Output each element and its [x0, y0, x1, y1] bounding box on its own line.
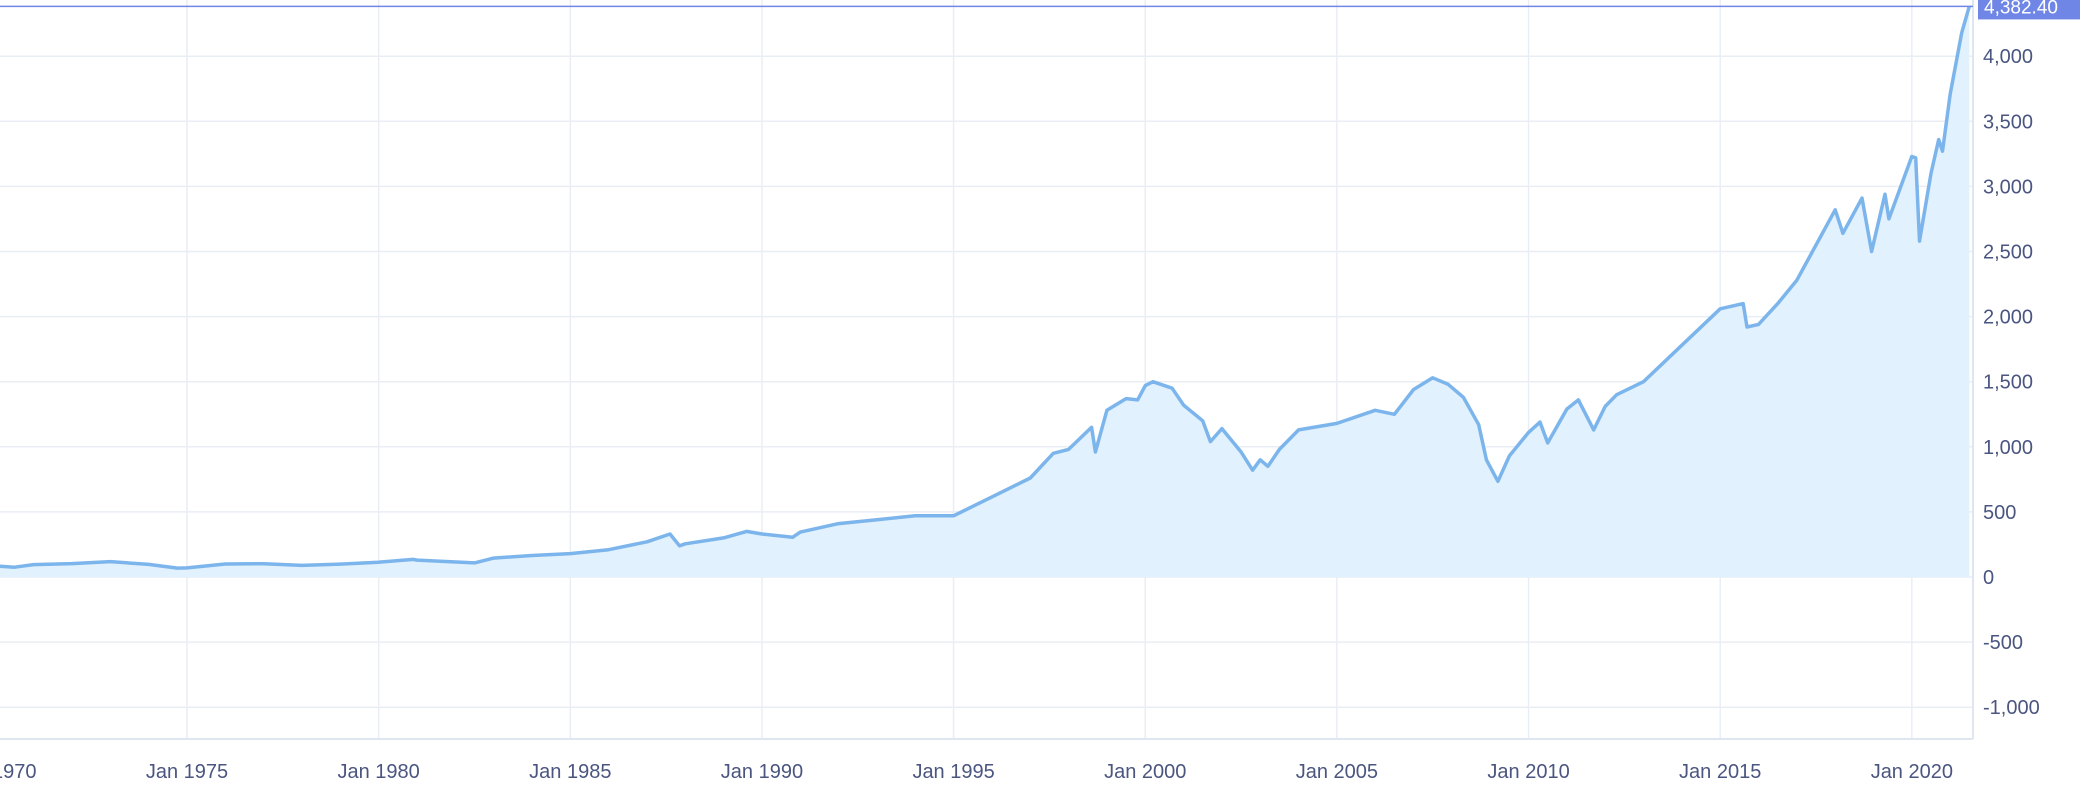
x-axis-labels: Jan 1970 Jan 1975 Jan 1980 Jan 1985 Jan 1990… — [0, 761, 1953, 783]
x-tick-label: Jan 2000 — [1104, 761, 1186, 783]
y-tick-label: 2,500 — [1983, 242, 2033, 264]
y-tick-label: 4,000 — [1983, 46, 2033, 68]
series-area-fill — [0, 6, 1970, 577]
x-tick-label: Jan 2015 — [1679, 761, 1761, 783]
y-tick-label: 1,500 — [1983, 372, 2033, 394]
x-tick-label: Jan 2020 — [1871, 761, 1953, 783]
x-tick-label: Jan 1990 — [721, 761, 803, 783]
y-tick-label: 0 — [1983, 567, 1994, 589]
y-tick-label: 3,500 — [1983, 111, 2033, 133]
y-tick-label: 3,000 — [1983, 176, 2033, 198]
y-tick-label: 2,000 — [1983, 307, 2033, 329]
x-tick-label: Jan 2010 — [1487, 761, 1569, 783]
series-line — [0, 5, 1971, 570]
y-tick-label: -1,000 — [1983, 697, 2040, 719]
x-tick-label: Jan 1985 — [529, 761, 611, 783]
gridlines — [0, 0, 1974, 740]
y-tick-label: 1,000 — [1983, 437, 2033, 459]
x-tick-label: Jan 1970 — [0, 761, 36, 783]
last-value-label: 4,382.40 — [1984, 0, 2058, 18]
x-tick-label: Jan 1975 — [146, 761, 228, 783]
y-tick-label: 500 — [1983, 502, 2016, 524]
x-tick-label: Jan 1980 — [338, 761, 420, 783]
x-tick-label: Jan 2005 — [1296, 761, 1378, 783]
last-value-badge — [1978, 0, 2080, 20]
y-tick-label: -500 — [1983, 632, 2023, 654]
y-axis-labels: -1,000 -500 0 500 1,000 1,500 2,000 2,500 3,000 3… — [1983, 46, 2040, 719]
x-tick-label: Jan 1995 — [912, 761, 994, 783]
